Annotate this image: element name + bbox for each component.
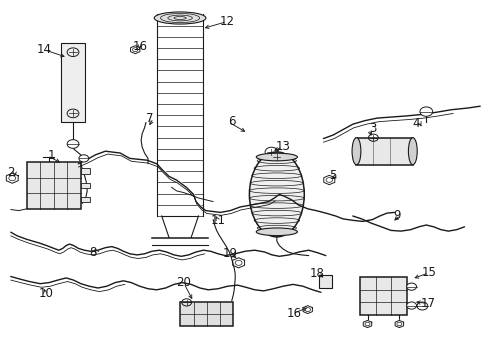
Text: 2: 2 — [7, 166, 15, 179]
Ellipse shape — [249, 152, 304, 237]
Circle shape — [67, 140, 79, 148]
Text: 9: 9 — [393, 209, 400, 222]
Text: 20: 20 — [176, 276, 191, 289]
Text: 1: 1 — [48, 149, 55, 162]
FancyBboxPatch shape — [61, 43, 85, 122]
Text: 12: 12 — [220, 15, 235, 28]
Text: 19: 19 — [222, 247, 238, 260]
Text: 4: 4 — [413, 117, 420, 130]
Circle shape — [420, 107, 433, 116]
Polygon shape — [324, 175, 335, 185]
Bar — [81, 183, 90, 188]
Polygon shape — [233, 258, 245, 268]
Text: 5: 5 — [329, 169, 337, 182]
Circle shape — [407, 283, 416, 290]
Polygon shape — [363, 320, 372, 328]
Ellipse shape — [408, 138, 417, 165]
Bar — [357, 138, 413, 165]
Ellipse shape — [154, 12, 206, 24]
Text: 11: 11 — [211, 214, 226, 227]
Text: 18: 18 — [310, 267, 325, 280]
Text: 3: 3 — [369, 122, 376, 135]
Bar — [81, 197, 90, 202]
Bar — [360, 277, 407, 315]
Text: 17: 17 — [420, 297, 436, 310]
Text: 15: 15 — [421, 266, 436, 279]
Text: 16: 16 — [132, 40, 147, 53]
Circle shape — [407, 302, 416, 309]
Ellipse shape — [256, 228, 297, 235]
Text: 7: 7 — [146, 112, 153, 125]
Polygon shape — [303, 306, 313, 314]
Text: 16: 16 — [286, 307, 301, 320]
Bar — [318, 275, 332, 288]
Circle shape — [417, 302, 428, 310]
Polygon shape — [6, 173, 18, 183]
Text: 14: 14 — [36, 43, 51, 56]
Polygon shape — [130, 46, 140, 54]
Bar — [27, 162, 81, 209]
Bar — [180, 302, 233, 326]
Text: 10: 10 — [38, 287, 53, 300]
Circle shape — [79, 155, 89, 162]
Text: 13: 13 — [275, 140, 290, 153]
Text: 6: 6 — [228, 115, 235, 128]
Bar — [81, 168, 90, 174]
Text: 8: 8 — [90, 246, 97, 258]
Ellipse shape — [256, 153, 297, 161]
Polygon shape — [395, 320, 404, 328]
Ellipse shape — [352, 138, 361, 165]
